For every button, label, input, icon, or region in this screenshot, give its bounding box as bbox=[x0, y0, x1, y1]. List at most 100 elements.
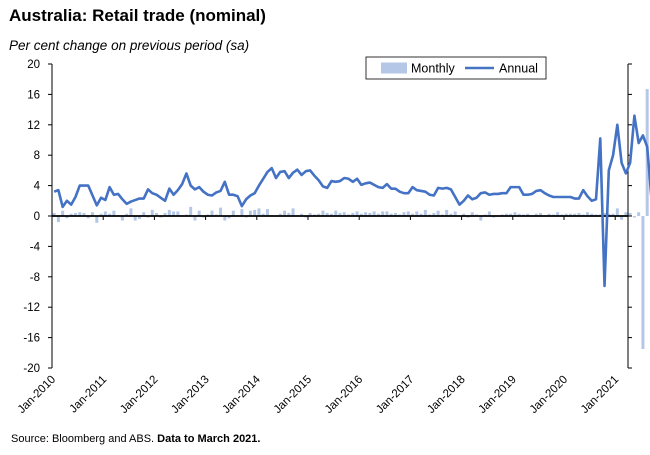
annual-series-line bbox=[53, 114, 650, 288]
monthly-bar bbox=[376, 213, 380, 216]
x-tick-label: Jan-2013 bbox=[169, 374, 211, 416]
monthly-bar bbox=[227, 216, 231, 219]
monthly-bar bbox=[129, 208, 133, 216]
monthly-bar bbox=[539, 212, 543, 216]
monthly-bar bbox=[547, 213, 551, 216]
monthly-bar bbox=[509, 213, 513, 216]
monthly-bar bbox=[415, 211, 419, 216]
y-tick-label: -8 bbox=[30, 272, 40, 284]
y-tick-label: -4 bbox=[30, 241, 41, 253]
monthly-bar bbox=[628, 212, 632, 216]
monthly-bar bbox=[385, 211, 389, 216]
monthly-bar bbox=[321, 210, 325, 216]
x-tick-label: Jan-2021 bbox=[579, 374, 621, 416]
monthly-bar bbox=[278, 213, 282, 216]
monthly-bar bbox=[453, 211, 457, 216]
monthly-bar bbox=[334, 210, 338, 216]
legend-monthly-swatch bbox=[381, 62, 407, 74]
monthly-bar bbox=[193, 216, 197, 221]
monthly-bar bbox=[133, 216, 137, 221]
monthly-bar bbox=[197, 210, 201, 216]
monthly-bar bbox=[423, 209, 427, 216]
monthly-bar bbox=[210, 210, 214, 216]
monthly-bar bbox=[155, 212, 159, 216]
x-tick-label: Jan-2014 bbox=[221, 373, 264, 416]
monthly-bar bbox=[300, 213, 304, 216]
monthly-bar bbox=[402, 212, 406, 216]
monthly-bar bbox=[624, 212, 628, 216]
monthly-bar bbox=[150, 209, 154, 216]
x-tick-label: Jan-2012 bbox=[118, 374, 160, 416]
monthly-bar bbox=[419, 213, 423, 216]
monthly-bar bbox=[632, 216, 636, 218]
monthly-bar bbox=[432, 212, 436, 216]
monthly-bar bbox=[283, 210, 287, 216]
monthly-bar bbox=[231, 210, 235, 216]
source-prefix: Source: Bloomberg and ABS. bbox=[11, 433, 155, 445]
monthly-bar bbox=[78, 212, 82, 216]
monthly-bar bbox=[261, 213, 265, 216]
x-tick-label: Jan-2018 bbox=[425, 374, 467, 416]
y-tick-label: 4 bbox=[34, 181, 41, 193]
monthly-bar bbox=[406, 211, 410, 216]
y-tick-label: 0 bbox=[34, 211, 40, 223]
monthly-bar bbox=[167, 209, 171, 216]
monthly-bar bbox=[585, 212, 589, 216]
monthly-bar bbox=[351, 212, 355, 216]
monthly-bar bbox=[52, 212, 56, 216]
chart-title: Australia: Retail trade (nominal) bbox=[9, 6, 266, 25]
monthly-bar bbox=[462, 213, 466, 216]
monthly-bar bbox=[389, 213, 393, 216]
monthly-bar bbox=[372, 211, 376, 216]
monthly-bar bbox=[287, 212, 291, 216]
y-tick-label: -12 bbox=[23, 302, 40, 314]
monthly-bar bbox=[163, 212, 167, 216]
monthly-bar bbox=[470, 212, 474, 216]
monthly-bar bbox=[449, 213, 453, 216]
monthly-bar bbox=[445, 209, 449, 216]
x-tick-label: Jan-2016 bbox=[323, 374, 365, 416]
x-tick-label: Jan-2017 bbox=[374, 374, 416, 416]
monthly-bar bbox=[61, 210, 65, 216]
monthly-bar bbox=[265, 209, 269, 216]
monthly-bar bbox=[568, 213, 572, 216]
monthly-bar bbox=[125, 213, 129, 216]
y-tick-label: 12 bbox=[27, 120, 40, 132]
monthly-bar bbox=[120, 216, 124, 221]
monthly-bar bbox=[338, 212, 342, 216]
monthly-bar bbox=[108, 213, 112, 216]
monthly-bar bbox=[56, 216, 60, 223]
monthly-bar bbox=[82, 212, 86, 216]
monthly-bar bbox=[189, 206, 193, 216]
monthly-bar bbox=[86, 216, 90, 219]
monthly-bar bbox=[291, 208, 295, 216]
x-tick-label: Jan-2015 bbox=[272, 374, 314, 416]
monthly-bar bbox=[603, 212, 607, 216]
monthly-bar bbox=[69, 213, 73, 216]
y-tick-label: 20 bbox=[27, 59, 40, 71]
monthly-bar bbox=[95, 216, 99, 223]
monthly-bar bbox=[329, 213, 333, 216]
x-tick-label: Jan-2011 bbox=[68, 374, 110, 416]
y-tick-label: 8 bbox=[34, 150, 40, 162]
legend-annual-label: Annual bbox=[499, 62, 538, 76]
monthly-bar bbox=[487, 211, 491, 216]
monthly-bar bbox=[248, 210, 252, 216]
monthly-bar bbox=[436, 210, 440, 216]
monthly-bar bbox=[479, 216, 483, 221]
monthly-bar bbox=[381, 211, 385, 216]
monthly-bar bbox=[504, 213, 508, 216]
monthly-bar bbox=[359, 213, 363, 216]
source-note: Source: Bloomberg and ABS. Data to March… bbox=[11, 433, 260, 445]
monthly-bar bbox=[393, 212, 397, 216]
monthly-bar bbox=[342, 212, 346, 216]
monthly-bar bbox=[112, 210, 116, 216]
monthly-bar bbox=[223, 216, 227, 221]
monthly-bar bbox=[91, 212, 95, 216]
monthly-bar bbox=[355, 211, 359, 216]
monthly-bar bbox=[564, 213, 568, 216]
monthly-bar bbox=[325, 212, 329, 216]
x-tick-label: Jan-2010 bbox=[16, 374, 58, 416]
